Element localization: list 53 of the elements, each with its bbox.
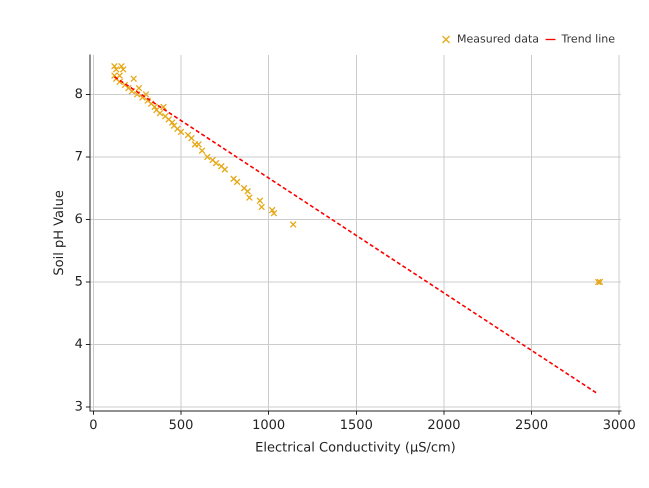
point — [170, 122, 178, 130]
y-tick-label: 4 — [74, 336, 83, 352]
point — [160, 103, 167, 110]
x-tick-label: 2500 — [515, 418, 548, 433]
point — [156, 110, 164, 117]
point — [138, 94, 146, 101]
point — [218, 162, 225, 170]
y-axis-title: Soil pH Value — [52, 190, 68, 276]
point — [120, 66, 127, 73]
point — [112, 75, 120, 82]
point — [118, 62, 125, 70]
point — [195, 140, 202, 148]
point — [188, 134, 196, 142]
point — [153, 106, 160, 114]
point — [151, 103, 158, 110]
point — [165, 116, 172, 123]
y-tick-label: 6 — [74, 212, 83, 227]
point — [148, 100, 155, 108]
point — [221, 166, 228, 173]
x-axis-title: Electrical Conductivity (µS/cm) — [255, 440, 456, 456]
y-tick-label: 5 — [74, 274, 83, 290]
point — [192, 140, 199, 148]
point — [270, 210, 278, 217]
x-tick-label: 0 — [89, 418, 98, 433]
point — [204, 153, 211, 160]
point — [290, 220, 297, 228]
point — [212, 160, 220, 167]
point — [124, 84, 132, 92]
point — [178, 128, 184, 136]
y-tick-label: 3 — [74, 399, 83, 414]
point — [240, 184, 248, 192]
x-tick-label: 500 — [168, 418, 194, 433]
y-tick-label: 8 — [74, 86, 83, 102]
point — [128, 88, 136, 95]
point — [230, 175, 238, 182]
x-tick-label: 2000 — [427, 418, 461, 433]
point — [198, 147, 206, 154]
point — [121, 82, 128, 88]
point — [209, 156, 216, 164]
point — [174, 125, 181, 132]
legend-label: Trend line — [560, 32, 616, 46]
point — [162, 112, 169, 120]
legend-label: Measured data — [457, 32, 540, 46]
point — [130, 75, 138, 82]
point — [184, 132, 192, 139]
x-tick-label: 1500 — [340, 418, 373, 433]
point — [110, 62, 118, 70]
y-tick-label: 7 — [74, 149, 83, 164]
x-tick-label: 1000 — [252, 418, 286, 433]
point — [168, 119, 176, 126]
point — [268, 206, 276, 214]
point — [234, 178, 241, 186]
x-tick-label: 3000 — [602, 418, 636, 433]
